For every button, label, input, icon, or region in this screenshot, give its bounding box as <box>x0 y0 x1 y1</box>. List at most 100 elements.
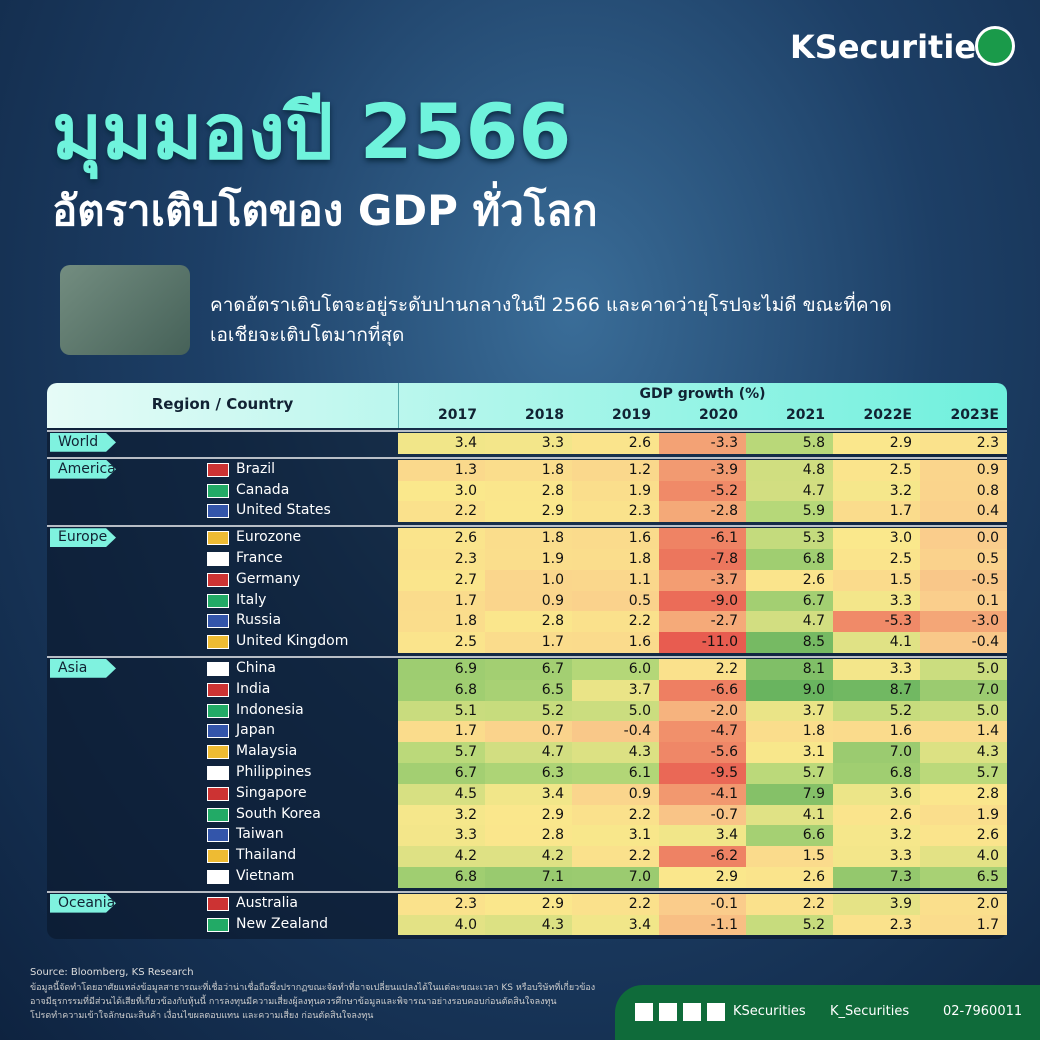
value-cell: 6.7 <box>485 659 572 680</box>
value-cell: 3.3 <box>833 659 920 680</box>
value-cell: 4.2 <box>485 846 572 867</box>
value-cell: 5.7 <box>398 742 485 763</box>
group-separator <box>47 456 1007 459</box>
country-name: Russia <box>236 612 282 629</box>
value-cell: 2.2 <box>746 893 833 915</box>
source: Source: Bloomberg, KS Research <box>30 967 194 978</box>
value-cell: 1.8 <box>572 549 659 570</box>
flag <box>207 531 229 546</box>
value-cell: 0.0 <box>920 528 1007 549</box>
value-cell: 2.2 <box>659 659 746 680</box>
value-cell: 4.7 <box>746 611 833 633</box>
region-label: Europe <box>50 528 116 547</box>
value-cell: 9.0 <box>746 679 833 701</box>
flag <box>207 870 229 884</box>
value-cell: 4.0 <box>398 914 485 936</box>
country-name: New Zealand <box>236 915 328 932</box>
value-cell: -0.4 <box>920 632 1007 653</box>
value-cell: 6.8 <box>833 763 920 784</box>
value-cell: 4.5 <box>398 783 485 805</box>
value-cell: -4.1 <box>659 783 746 805</box>
country-name: Italy <box>236 591 267 608</box>
value-cell: 6.7 <box>746 590 833 612</box>
twitter-label: K_Securities <box>830 1004 910 1019</box>
value-cell: 1.7 <box>398 721 485 743</box>
value-cell: 1.1 <box>572 569 659 591</box>
value-cell: 3.0 <box>833 528 920 549</box>
value-cell: -11.0 <box>659 632 746 653</box>
value-cell: 5.0 <box>920 700 1007 722</box>
disclaimer-line: อาจมีธุรกรรมที่มีส่วนได้เสียที่เกี่ยวข้อ… <box>30 997 557 1007</box>
value-cell: 3.2 <box>398 804 485 826</box>
value-cell: 0.4 <box>920 501 1007 523</box>
value-cell: -3.0 <box>920 611 1007 633</box>
value-cell: 0.5 <box>920 549 1007 570</box>
value-cell: 1.8 <box>485 528 572 549</box>
value-cell: 2.2 <box>572 893 659 915</box>
value-cell: 3.4 <box>485 783 572 805</box>
description-line: เอเชียจะเติบโตมากที่สุด <box>210 324 405 346</box>
value-cell: 2.9 <box>659 867 746 888</box>
value-cell: 2.6 <box>572 433 659 454</box>
value-cell: 1.6 <box>572 528 659 549</box>
country-name: Thailand <box>236 847 297 864</box>
flag <box>207 766 229 780</box>
flag <box>207 483 229 498</box>
flag <box>207 828 229 843</box>
value-cell: 1.6 <box>833 721 920 743</box>
value-cell: 4.1 <box>833 632 920 653</box>
flag <box>207 593 229 608</box>
flag <box>207 745 229 760</box>
group-separator <box>47 656 1007 658</box>
column-header: 2020 <box>699 407 738 423</box>
value-cell: 0.8 <box>920 480 1007 502</box>
flag <box>207 635 229 650</box>
country-name: Indonesia <box>236 701 304 718</box>
value-cell: 2.3 <box>398 549 485 570</box>
value-cell: 0.7 <box>485 721 572 743</box>
flag <box>207 504 229 519</box>
country-name: Eurozone <box>236 529 302 546</box>
value-cell: 4.0 <box>920 846 1007 867</box>
value-cell: 6.5 <box>485 679 572 701</box>
header-left: Region / Country <box>151 395 294 413</box>
value-cell: 5.9 <box>746 501 833 523</box>
column-header: 2022E <box>863 407 912 423</box>
region-label: Oceania <box>50 893 116 913</box>
column-header: 2021 <box>786 407 825 423</box>
value-cell: 5.2 <box>833 700 920 722</box>
logo-icon <box>975 26 1015 66</box>
description-line: คาดอัตราเติบโตจะอยู่ระดับปานกลางในปี 256… <box>210 294 892 316</box>
value-cell: 2.8 <box>485 825 572 847</box>
value-cell: 3.3 <box>485 433 572 454</box>
value-cell: 2.3 <box>833 914 920 936</box>
value-cell: 3.2 <box>833 825 920 847</box>
value-cell: 4.2 <box>398 846 485 867</box>
value-cell: 2.3 <box>920 433 1007 454</box>
value-cell: 5.2 <box>485 700 572 722</box>
value-cell: 3.4 <box>398 433 485 454</box>
flag <box>207 703 229 718</box>
value-cell: 0.9 <box>572 783 659 805</box>
value-cell: 8.1 <box>746 659 833 680</box>
disclaimer: ข้อมูลนี้จัดทำโดยอาศัยแหล่งข้อมูลสาธารณะ… <box>30 981 595 1023</box>
value-cell: 1.0 <box>485 569 572 591</box>
flag <box>207 662 229 676</box>
value-cell: -5.2 <box>659 480 746 502</box>
value-cell: -4.7 <box>659 721 746 743</box>
value-cell: 3.3 <box>833 846 920 867</box>
value-cell: -2.8 <box>659 501 746 523</box>
value-cell: 1.9 <box>920 804 1007 826</box>
value-cell: 2.6 <box>746 867 833 888</box>
value-cell: 2.9 <box>833 433 920 454</box>
value-cell: 5.0 <box>572 700 659 722</box>
value-cell: 7.0 <box>833 742 920 763</box>
value-cell: 0.1 <box>920 590 1007 612</box>
value-cell: 1.7 <box>833 501 920 523</box>
value-cell: 6.7 <box>398 763 485 784</box>
social-icons <box>635 1003 725 1021</box>
country-name: United States <box>236 502 331 519</box>
value-cell: 3.4 <box>659 825 746 847</box>
value-cell: 2.6 <box>920 825 1007 847</box>
value-cell: 5.2 <box>746 914 833 936</box>
